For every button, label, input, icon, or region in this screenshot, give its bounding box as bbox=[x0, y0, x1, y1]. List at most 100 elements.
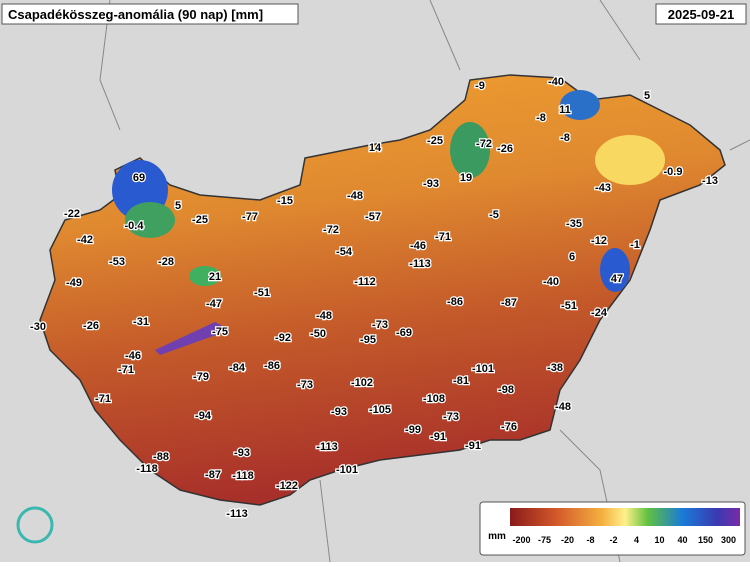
title-box bbox=[1, 3, 299, 25]
station-value: -87 bbox=[501, 297, 517, 309]
station-value: -48 bbox=[316, 310, 332, 322]
station-value: -0.9 bbox=[664, 166, 683, 178]
date-box bbox=[655, 3, 747, 25]
legend-unit: mm bbox=[488, 531, 506, 542]
station-value: -46 bbox=[410, 240, 426, 252]
station-value: -28 bbox=[158, 256, 174, 268]
station-value: -42 bbox=[77, 234, 93, 246]
station-value: -92 bbox=[275, 332, 291, 344]
station-value: -76 bbox=[501, 421, 517, 433]
legend-label: -75 bbox=[538, 535, 551, 545]
legend-label: -200 bbox=[512, 535, 530, 545]
legend-label: 40 bbox=[677, 535, 687, 545]
legend-label: -2 bbox=[609, 535, 617, 545]
wet-areas bbox=[112, 90, 665, 355]
station-value: 6 bbox=[569, 251, 575, 263]
station-value: -53 bbox=[109, 256, 125, 268]
station-value: -73 bbox=[372, 319, 388, 331]
station-value: -71 bbox=[435, 231, 451, 243]
station-value: -94 bbox=[195, 410, 212, 422]
station-value: -72 bbox=[476, 138, 492, 150]
station-value: -5 bbox=[489, 209, 499, 221]
station-value: -40 bbox=[543, 276, 559, 288]
station-value: -51 bbox=[254, 287, 270, 299]
station-value: -99 bbox=[405, 424, 421, 436]
station-value: 14 bbox=[369, 142, 382, 154]
station-value: -86 bbox=[447, 296, 463, 308]
station-value: -118 bbox=[232, 470, 253, 482]
station-value: 5 bbox=[644, 90, 650, 102]
station-value: -40 bbox=[548, 76, 564, 88]
station-value: 11 bbox=[559, 104, 571, 116]
legend-label: 300 bbox=[721, 535, 736, 545]
logo bbox=[16, 506, 54, 544]
station-value: -8 bbox=[536, 112, 546, 124]
station-value: -15 bbox=[277, 195, 293, 207]
station-value: -48 bbox=[555, 401, 571, 413]
station-value: -113 bbox=[409, 258, 430, 270]
station-value: -101 bbox=[336, 464, 358, 476]
station-value: 21 bbox=[209, 271, 221, 283]
station-value: -81 bbox=[453, 375, 469, 387]
legend-colorbar bbox=[510, 508, 740, 526]
station-value: -71 bbox=[95, 393, 111, 405]
station-value: -79 bbox=[193, 371, 209, 383]
station-value: -108 bbox=[423, 393, 445, 405]
station-value: -122 bbox=[276, 480, 298, 492]
title: Csapadékösszeg-anomália (90 nap) [mm] bbox=[8, 7, 263, 22]
station-value: -31 bbox=[133, 316, 149, 328]
station-value: -93 bbox=[234, 447, 250, 459]
station-value: -113 bbox=[316, 441, 337, 453]
station-value: -0.4 bbox=[125, 220, 145, 232]
station-value: -30 bbox=[30, 321, 46, 333]
station-value: -51 bbox=[561, 300, 577, 312]
station-value: -26 bbox=[83, 320, 99, 332]
legend-label: -8 bbox=[586, 535, 594, 545]
station-value: -1 bbox=[630, 239, 640, 251]
station-value: -113 bbox=[226, 508, 247, 520]
station-value: -93 bbox=[331, 406, 347, 418]
station-value: -13 bbox=[702, 175, 718, 187]
station-value: -118 bbox=[136, 463, 157, 475]
station-value: -75 bbox=[212, 326, 228, 338]
station-value: -101 bbox=[472, 363, 494, 375]
station-value: -69 bbox=[396, 327, 412, 339]
station-value: -54 bbox=[336, 246, 353, 258]
station-value: -98 bbox=[498, 384, 514, 396]
legend-label: 10 bbox=[654, 535, 664, 545]
station-value: -8 bbox=[560, 132, 570, 144]
station-value: -25 bbox=[192, 214, 208, 226]
station-value: -91 bbox=[465, 440, 481, 452]
station-value: -72 bbox=[323, 224, 339, 236]
country bbox=[39, 74, 726, 506]
station-value: 19 bbox=[460, 172, 472, 184]
station-value: -50 bbox=[310, 328, 326, 340]
station-value: -112 bbox=[354, 276, 375, 288]
station-value: -86 bbox=[264, 360, 280, 372]
station-value: -43 bbox=[595, 182, 611, 194]
station-value: 47 bbox=[611, 273, 623, 285]
station-value: -26 bbox=[497, 143, 513, 155]
station-value: -88 bbox=[153, 451, 169, 463]
station-value: -47 bbox=[206, 298, 222, 310]
station-value: -87 bbox=[205, 469, 221, 481]
station-labels: -9 -40 5 11 -8 -8 -25 -72 -26 14 19 -93 -43 -0.9 -13 69… bbox=[29, 75, 719, 522]
station-value: -57 bbox=[365, 211, 381, 223]
station-value: -71 bbox=[118, 364, 134, 376]
station-value: -35 bbox=[566, 218, 582, 230]
station-value: -84 bbox=[229, 362, 246, 374]
station-value: -93 bbox=[423, 178, 439, 190]
station-value: -102 bbox=[351, 377, 373, 389]
station-value: -22 bbox=[64, 208, 80, 220]
station-value: -24 bbox=[591, 307, 608, 319]
station-value: -73 bbox=[297, 379, 313, 391]
date: 2025-09-21 bbox=[668, 7, 735, 22]
station-value: -38 bbox=[547, 362, 563, 374]
station-value: -12 bbox=[591, 235, 607, 247]
station-value: -48 bbox=[347, 190, 363, 202]
station-value: -25 bbox=[427, 135, 443, 147]
station-value: -46 bbox=[125, 350, 141, 362]
station-value: -91 bbox=[430, 431, 446, 443]
station-value: -9 bbox=[475, 80, 485, 92]
